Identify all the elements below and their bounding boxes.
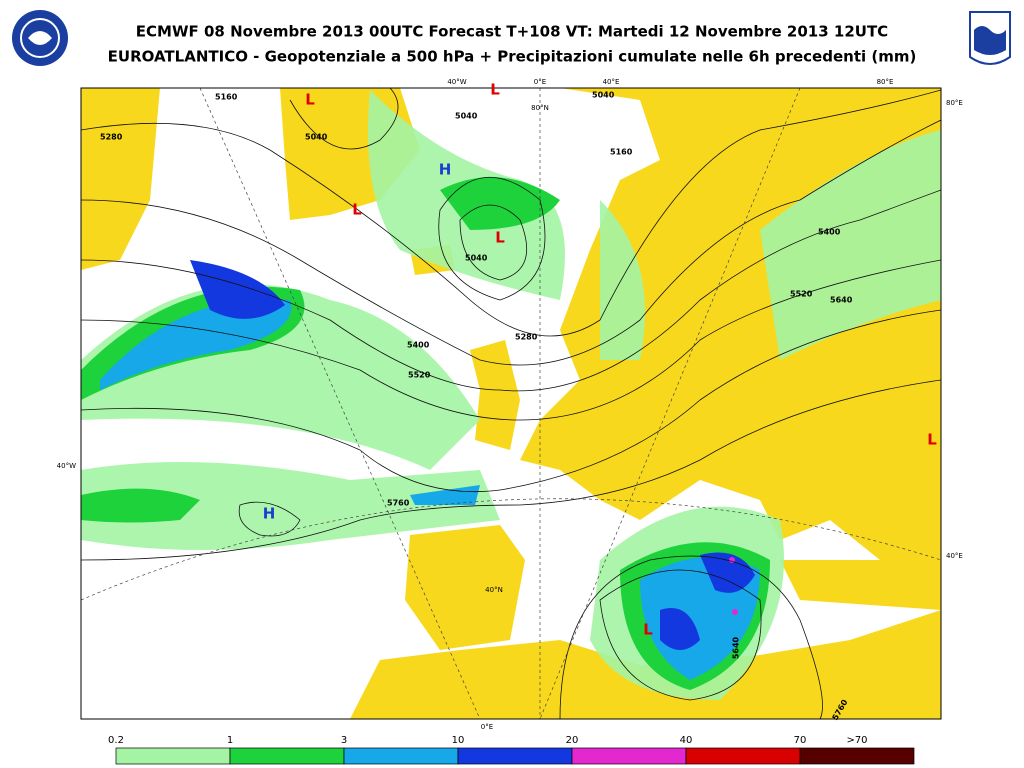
- colorbar: 0.2 1 3 10 20 40 70 >70: [108, 735, 915, 765]
- graticule-label: 40°W: [57, 462, 76, 470]
- colorbar-label: 10: [452, 735, 465, 746]
- low-center: L: [927, 431, 937, 449]
- contour-label: 5760: [387, 499, 410, 508]
- title: ECMWF 08 Novembre 2013 00UTC Forecast T+…: [136, 23, 888, 41]
- graticule-label: 40°E: [603, 78, 620, 86]
- contour-label: 5040: [455, 112, 478, 121]
- colorbar-segment: [685, 747, 801, 765]
- contour-label: 5640: [830, 296, 853, 305]
- colorbar-label: 3: [341, 735, 347, 746]
- colorbar-label: 20: [566, 735, 579, 746]
- graticule-label: 40°E: [946, 552, 963, 560]
- subtitle: EUROATLANTICO - Geopotenziale a 500 hPa …: [108, 48, 917, 66]
- map: [81, 88, 941, 719]
- contour-label: 5400: [818, 228, 841, 237]
- graticule-label: 80°N: [531, 104, 549, 112]
- graticule-label: 0°E: [534, 78, 546, 86]
- colorbar-label: 0.2: [108, 735, 124, 746]
- high-center: H: [439, 161, 452, 179]
- logo-right: [969, 11, 1011, 65]
- logo-left: [12, 10, 68, 66]
- contour-labels: 5280 5160 5040 5040 5040 5160 5040 5280 …: [100, 91, 853, 722]
- colorbar-segment: [457, 747, 573, 765]
- graticule-label: 80°E: [946, 99, 963, 107]
- contour-label: 5160: [215, 93, 238, 102]
- graticule-label: 40°N: [485, 586, 503, 594]
- colorbar-segment: [343, 747, 459, 765]
- contour-lines: [81, 88, 941, 719]
- colorbar-label: 40: [680, 735, 693, 746]
- colorbar-label: 1: [227, 735, 233, 746]
- low-center: L: [495, 229, 505, 247]
- graticule-labels: 40°W 0°E 40°E 80°E 80°N 80°E 40°W 40°E 4…: [57, 78, 963, 731]
- colorbar-segment: [799, 747, 915, 765]
- colorbar-segment: [229, 747, 345, 765]
- contour-label: 5400: [407, 341, 430, 350]
- graticule-label: 0°E: [481, 723, 493, 731]
- colorbar-label: >70: [846, 735, 867, 746]
- contour-label: 5040: [305, 133, 328, 142]
- graticule-label: 40°W: [447, 78, 466, 86]
- contour-label: 5520: [790, 290, 813, 299]
- graticule: [81, 88, 941, 719]
- map-frame: [80, 87, 942, 720]
- high-center: H: [263, 505, 276, 523]
- contour-label: 5040: [592, 91, 615, 100]
- pressure-centers: L L L L L L H H: [263, 81, 938, 639]
- graticule-label: 80°E: [877, 78, 894, 86]
- contour-label: 5520: [408, 371, 431, 380]
- low-center: L: [305, 91, 315, 109]
- colorbar-segment: [571, 747, 687, 765]
- low-center: L: [490, 81, 500, 99]
- contour-label: 5160: [610, 148, 633, 157]
- colorbar-segment: [115, 747, 231, 765]
- low-center: L: [352, 201, 362, 219]
- colorbar-label: 70: [794, 735, 807, 746]
- contour-label: 5640: [732, 636, 741, 659]
- low-center: L: [643, 621, 653, 639]
- contour-label: 5280: [515, 333, 538, 342]
- contour-label: 5280: [100, 133, 123, 142]
- precip-very-heavy: [190, 260, 755, 650]
- contour-label: 5040: [465, 254, 488, 263]
